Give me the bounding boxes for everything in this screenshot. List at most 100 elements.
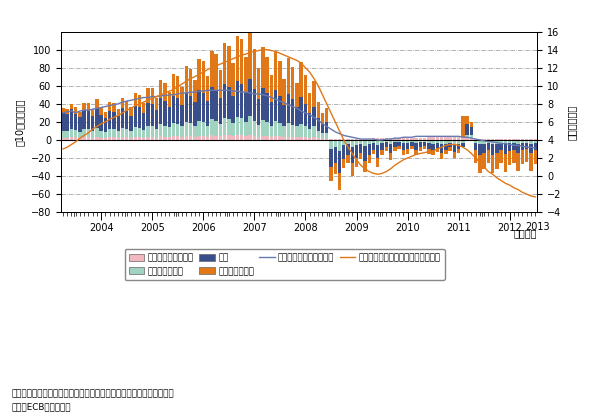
Bar: [469, 135, 473, 138]
Bar: [163, 101, 167, 126]
Bar: [108, 129, 111, 137]
Bar: [346, 139, 350, 140]
Bar: [427, 142, 430, 149]
Bar: [249, 29, 252, 78]
Bar: [423, 138, 426, 140]
Bar: [249, 135, 252, 140]
Bar: [406, 138, 409, 140]
Bar: [410, 140, 414, 142]
Bar: [317, 118, 320, 131]
Bar: [389, 144, 392, 153]
Bar: [436, 140, 439, 142]
Bar: [410, 142, 414, 146]
Bar: [329, 149, 333, 167]
Bar: [376, 145, 379, 158]
Bar: [406, 140, 409, 142]
Bar: [125, 111, 128, 129]
Bar: [393, 138, 397, 140]
Bar: [385, 138, 388, 140]
Bar: [155, 129, 158, 138]
Bar: [521, 142, 524, 150]
Bar: [218, 98, 222, 124]
Bar: [346, 145, 350, 155]
Bar: [350, 163, 354, 176]
Bar: [261, 47, 265, 88]
Bar: [261, 120, 265, 136]
Bar: [172, 136, 175, 140]
Bar: [99, 115, 103, 131]
Bar: [121, 109, 124, 128]
Bar: [457, 140, 461, 144]
Bar: [368, 155, 371, 163]
Bar: [87, 137, 90, 140]
Bar: [240, 135, 243, 140]
Bar: [533, 140, 537, 142]
Bar: [419, 138, 422, 140]
Bar: [487, 140, 490, 142]
Bar: [129, 138, 133, 140]
Bar: [325, 133, 329, 139]
Bar: [453, 140, 456, 145]
Bar: [457, 137, 461, 140]
Bar: [172, 96, 175, 123]
Bar: [78, 112, 82, 117]
Bar: [138, 128, 141, 137]
Bar: [487, 142, 490, 150]
Bar: [117, 131, 120, 138]
Bar: [74, 107, 78, 114]
Bar: [300, 62, 303, 97]
Bar: [121, 137, 124, 140]
Bar: [181, 127, 184, 137]
Bar: [304, 126, 307, 137]
Bar: [363, 139, 366, 140]
Bar: [504, 153, 507, 171]
Bar: [300, 97, 303, 124]
Bar: [181, 105, 184, 127]
Bar: [401, 150, 405, 155]
Bar: [380, 140, 384, 142]
Bar: [172, 74, 175, 96]
Bar: [406, 149, 409, 153]
Bar: [508, 151, 511, 165]
Bar: [138, 95, 141, 107]
Bar: [231, 123, 235, 136]
Bar: [329, 167, 333, 181]
Bar: [372, 142, 375, 150]
Bar: [236, 135, 239, 140]
Bar: [342, 145, 346, 159]
Bar: [461, 137, 465, 140]
Bar: [338, 140, 341, 151]
Bar: [218, 124, 222, 136]
Bar: [176, 124, 179, 136]
Bar: [512, 139, 516, 140]
Y-axis label: （年率、％）: （年率、％）: [567, 104, 577, 140]
Bar: [321, 113, 324, 124]
Bar: [104, 132, 107, 138]
Bar: [423, 140, 426, 142]
Bar: [176, 98, 179, 124]
Bar: [146, 127, 150, 137]
Bar: [436, 148, 439, 152]
Bar: [376, 140, 379, 145]
Bar: [529, 144, 533, 153]
Bar: [142, 138, 146, 140]
Bar: [70, 137, 73, 140]
Bar: [176, 136, 179, 140]
Bar: [482, 144, 486, 153]
Bar: [363, 146, 366, 161]
Bar: [448, 142, 452, 147]
Bar: [117, 138, 120, 140]
Bar: [482, 140, 486, 144]
Bar: [389, 138, 392, 140]
Bar: [496, 139, 498, 140]
Bar: [218, 70, 222, 98]
Bar: [244, 57, 247, 93]
Bar: [436, 137, 439, 140]
Bar: [533, 139, 537, 140]
Bar: [274, 121, 278, 136]
Bar: [500, 139, 503, 140]
Bar: [401, 140, 405, 142]
Bar: [491, 140, 494, 145]
Bar: [329, 140, 333, 149]
Bar: [385, 142, 388, 147]
